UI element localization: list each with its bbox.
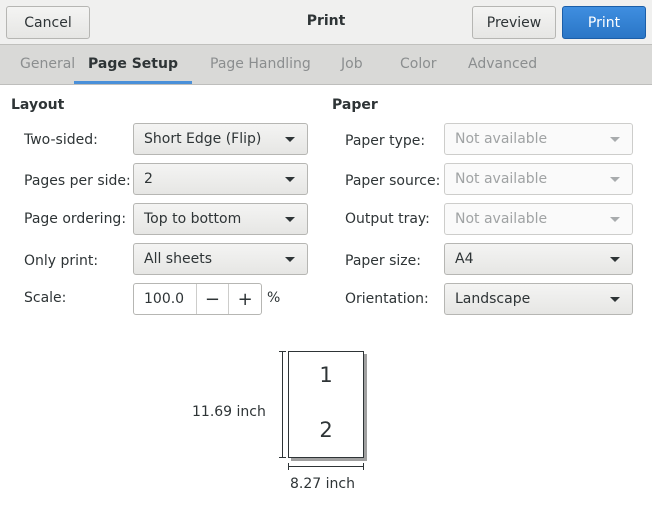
output-tray-value: Not available (455, 211, 548, 227)
scale-label: Scale: (24, 290, 67, 306)
paper-size-select[interactable]: A4 (444, 243, 633, 275)
orientation-value: Landscape (455, 291, 531, 307)
only-print-label: Only print: (24, 253, 99, 269)
scale-increment-button[interactable]: + (228, 284, 261, 314)
chevron-down-icon (610, 297, 620, 302)
cancel-button[interactable]: Cancel (6, 6, 90, 39)
width-tick-left (288, 463, 289, 470)
page-ordering-value: Top to bottom (144, 211, 242, 227)
chevron-down-icon (285, 177, 295, 182)
page-ordering-select[interactable]: Top to bottom (133, 203, 308, 235)
header-bar: Cancel Print Preview Print (0, 0, 652, 45)
dialog-title: Print (306, 13, 346, 29)
output-tray-label: Output tray: (345, 211, 430, 227)
chevron-down-icon (285, 137, 295, 142)
two-sided-label: Two-sided: (24, 132, 98, 148)
width-tick-right (363, 463, 364, 470)
page-number-2: 2 (319, 418, 333, 442)
tab-job[interactable]: Job (341, 56, 363, 72)
width-dimension-line (288, 466, 364, 467)
only-print-value: All sheets (144, 251, 212, 267)
chevron-down-icon (285, 257, 295, 262)
tab-page-setup[interactable]: Page Setup (74, 56, 192, 84)
paper-heading: Paper (332, 97, 378, 113)
pages-per-side-label: Pages per side: (24, 173, 131, 189)
chevron-down-icon (610, 177, 620, 182)
paper-source-value: Not available (455, 171, 548, 187)
tab-page-handling[interactable]: Page Handling (210, 56, 311, 72)
output-tray-select[interactable]: Not available (444, 203, 633, 235)
chevron-down-icon (285, 217, 295, 222)
paper-source-select[interactable]: Not available (444, 163, 633, 195)
page-number-1: 1 (319, 363, 333, 387)
height-tick-bottom (279, 457, 286, 458)
height-label: 11.69 inch (192, 404, 266, 420)
preview-button[interactable]: Preview (472, 6, 556, 39)
pages-per-side-value: 2 (144, 171, 153, 187)
page-sheet (288, 351, 364, 458)
tab-general[interactable]: General (20, 56, 76, 72)
orientation-select[interactable]: Landscape (444, 283, 633, 315)
scale-spinner: 100.0 − + (133, 283, 262, 315)
width-label: 8.27 inch (290, 476, 355, 492)
paper-type-label: Paper type: (345, 133, 426, 149)
page-ordering-label: Page ordering: (24, 211, 127, 227)
paper-source-label: Paper source: (345, 173, 441, 189)
paper-type-select[interactable]: Not available (444, 123, 633, 155)
height-tick-top (279, 351, 286, 352)
chevron-down-icon (610, 137, 620, 142)
paper-size-value: A4 (455, 251, 474, 267)
two-sided-select[interactable]: Short Edge (Flip) (133, 123, 308, 155)
scale-input[interactable]: 100.0 (144, 291, 185, 307)
paper-type-value: Not available (455, 131, 548, 147)
layout-heading: Layout (11, 97, 65, 113)
orientation-label: Orientation: (345, 291, 429, 307)
only-print-select[interactable]: All sheets (133, 243, 308, 275)
chevron-down-icon (610, 257, 620, 262)
pages-per-side-select[interactable]: 2 (133, 163, 308, 195)
print-button[interactable]: Print (562, 6, 646, 39)
chevron-down-icon (610, 217, 620, 222)
paper-size-label: Paper size: (345, 253, 421, 269)
tab-bar: General Page Setup Page Handling Job Col… (0, 45, 652, 85)
tab-color[interactable]: Color (400, 56, 437, 72)
scale-decrement-button[interactable]: − (195, 284, 229, 314)
tab-advanced[interactable]: Advanced (468, 56, 538, 72)
scale-unit: % (267, 290, 281, 306)
height-dimension-line (282, 351, 283, 458)
two-sided-value: Short Edge (Flip) (144, 131, 262, 147)
